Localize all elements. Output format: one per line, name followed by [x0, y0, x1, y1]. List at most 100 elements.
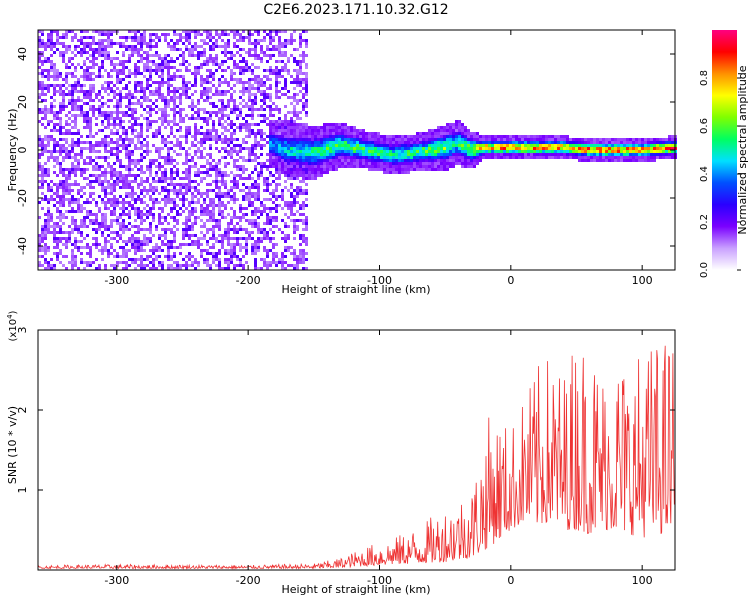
heatmap-cell [212, 138, 215, 141]
heatmap-cell [161, 264, 164, 267]
heatmap-cell [59, 51, 62, 54]
heatmap-cell [206, 243, 209, 246]
heatmap-cell [347, 129, 350, 132]
heatmap-cell [53, 246, 56, 249]
heatmap-cell [185, 36, 188, 39]
heatmap-cell [380, 147, 383, 150]
heatmap-cell [167, 189, 170, 192]
heatmap-cell [263, 264, 266, 267]
heatmap-cell [293, 99, 296, 102]
heatmap-cell [272, 201, 275, 204]
heatmap-cell [149, 99, 152, 102]
heatmap-cell [140, 126, 143, 129]
heatmap-cell [251, 111, 254, 114]
heatmap-cell [227, 57, 230, 60]
heatmap-cell [167, 114, 170, 117]
heatmap-cell [59, 168, 62, 171]
heatmap-cell [50, 33, 53, 36]
heatmap-cell [479, 144, 482, 147]
heatmap-cell [191, 72, 194, 75]
heatmap-cell [182, 204, 185, 207]
heatmap-cell [122, 174, 125, 177]
heatmap-cell [218, 123, 221, 126]
heatmap-cell [131, 237, 134, 240]
heatmap-cell [299, 90, 302, 93]
heatmap-cell [296, 102, 299, 105]
heatmap-cell [41, 111, 44, 114]
heatmap-cell [281, 93, 284, 96]
heatmap-cell [269, 108, 272, 111]
heatmap-cell [218, 162, 221, 165]
heatmap-cell [422, 144, 425, 147]
heatmap-cell [224, 42, 227, 45]
heatmap-cell [248, 186, 251, 189]
heatmap-cell [278, 54, 281, 57]
heatmap-cell [47, 42, 50, 45]
heatmap-cell [320, 159, 323, 162]
heatmap-cell [131, 123, 134, 126]
heatmap-cell [299, 213, 302, 216]
heatmap-cell [431, 129, 434, 132]
heatmap-cell [236, 240, 239, 243]
heatmap-cell [86, 42, 89, 45]
heatmap-cell [269, 264, 272, 267]
heatmap-cell [161, 165, 164, 168]
heatmap-cell [62, 180, 65, 183]
heatmap-cell [101, 213, 104, 216]
heatmap-cell [281, 192, 284, 195]
heatmap-cell [53, 78, 56, 81]
heatmap-cell [122, 66, 125, 69]
heatmap-cell [263, 228, 266, 231]
heatmap-cell [53, 150, 56, 153]
heatmap-cell [302, 168, 305, 171]
heatmap-cell [251, 84, 254, 87]
heatmap-cell [455, 123, 458, 126]
heatmap-cell [197, 150, 200, 153]
heatmap-cell [278, 120, 281, 123]
heatmap-cell [506, 153, 509, 156]
heatmap-cell [293, 39, 296, 42]
heatmap-cell [179, 198, 182, 201]
heatmap-cell [401, 147, 404, 150]
heatmap-cell [335, 144, 338, 147]
heatmap-cell [287, 60, 290, 63]
heatmap-cell [209, 132, 212, 135]
heatmap-cell [65, 231, 68, 234]
heatmap-cell [221, 114, 224, 117]
heatmap-cell [116, 141, 119, 144]
heatmap-cell [473, 138, 476, 141]
heatmap-cell [290, 210, 293, 213]
heatmap-cell [77, 210, 80, 213]
heatmap-cell [314, 162, 317, 165]
heatmap-cell [236, 228, 239, 231]
heatmap-cell [377, 159, 380, 162]
heatmap-cell [260, 81, 263, 84]
heatmap-cell [215, 141, 218, 144]
heatmap-cell [215, 135, 218, 138]
heatmap-cell [53, 99, 56, 102]
heatmap-cell [137, 81, 140, 84]
heatmap-cell [194, 48, 197, 51]
heatmap-cell [125, 264, 128, 267]
heatmap-cell [260, 174, 263, 177]
heatmap-cell [236, 78, 239, 81]
heatmap-cell [104, 195, 107, 198]
heatmap-cell [110, 63, 113, 66]
heatmap-cell [50, 45, 53, 48]
heatmap-cell [41, 72, 44, 75]
heatmap-cell [230, 93, 233, 96]
heatmap-cell [356, 141, 359, 144]
heatmap-cell [266, 78, 269, 81]
heatmap-cell [386, 147, 389, 150]
heatmap-cell [125, 156, 128, 159]
heatmap-cell [227, 213, 230, 216]
heatmap-cell [59, 252, 62, 255]
heatmap-cell [473, 150, 476, 153]
heatmap-cell [242, 255, 245, 258]
heatmap-cell [278, 171, 281, 174]
heatmap-cell [461, 135, 464, 138]
heatmap-cell [152, 69, 155, 72]
heatmap-cell [173, 123, 176, 126]
heatmap-cell [464, 141, 467, 144]
heatmap-cell [287, 225, 290, 228]
